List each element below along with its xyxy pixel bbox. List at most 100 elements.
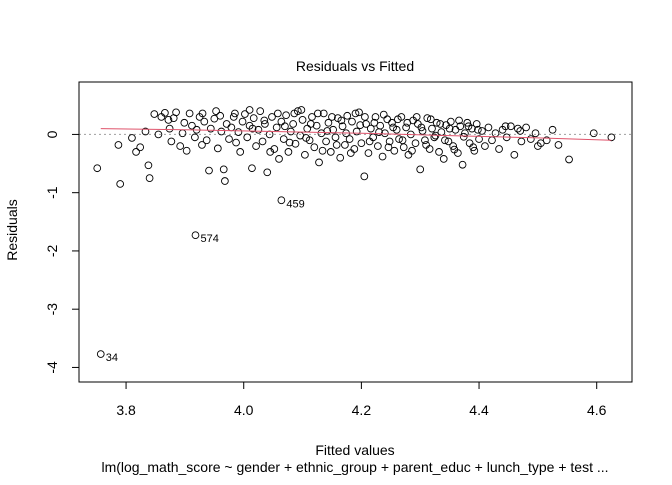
- y-tick-label: -1: [44, 186, 60, 199]
- data-point: [478, 127, 486, 135]
- data-point: [412, 113, 421, 121]
- data-point: [200, 117, 209, 126]
- data-point: [341, 141, 349, 149]
- data-point: [297, 106, 306, 114]
- data-point: [188, 121, 196, 130]
- x-axis: 3.8 4.0 4.2 4.4 4.6: [116, 381, 607, 418]
- data-point: [272, 123, 281, 132]
- data-point: [302, 134, 310, 142]
- data-point: [306, 120, 315, 128]
- data-point: [395, 135, 403, 143]
- x-tick-label: 4.4: [469, 402, 489, 418]
- data-point: [219, 165, 228, 174]
- data-point: [422, 141, 430, 149]
- data-point: [266, 148, 275, 156]
- data-point: [275, 155, 283, 163]
- data-point: [245, 106, 254, 114]
- data-point: [231, 109, 239, 118]
- data-point: [379, 110, 388, 119]
- data-point: [318, 146, 327, 155]
- data-point: [449, 142, 458, 150]
- data-point: [526, 135, 535, 143]
- data-point: [474, 125, 482, 134]
- data-point: [96, 350, 105, 358]
- data-point: [161, 109, 169, 117]
- data-point: [390, 146, 399, 155]
- data-point: [495, 145, 503, 153]
- data-point: [338, 122, 347, 131]
- data-point: [501, 122, 510, 131]
- data-point: [506, 122, 515, 131]
- y-tick-label: -2: [44, 244, 60, 257]
- data-point: [346, 149, 355, 157]
- data-point: [273, 109, 282, 118]
- data-point: [167, 137, 176, 146]
- data-point: [428, 124, 436, 133]
- data-point: [360, 172, 369, 181]
- data-point: [403, 118, 412, 127]
- model-formula-caption: lm(log_math_score ~ gender + ethnic_grou…: [101, 459, 608, 475]
- data-point: [93, 164, 102, 173]
- data-point: [444, 137, 453, 146]
- data-point: [249, 114, 258, 122]
- data-point: [343, 111, 352, 120]
- data-point: [114, 141, 123, 149]
- data-point: [301, 150, 309, 159]
- data-point: [213, 144, 222, 153]
- data-point: [398, 136, 407, 145]
- data-point: [322, 137, 330, 146]
- data-point: [337, 116, 346, 125]
- data-point: [455, 116, 463, 125]
- data-point: [284, 148, 293, 156]
- data-point: [378, 152, 387, 161]
- data-point: [475, 135, 483, 143]
- data-point: [238, 117, 247, 126]
- data-point: [248, 164, 256, 173]
- data-point: [332, 141, 341, 149]
- data-point: [312, 121, 321, 130]
- y-tick-label: -4: [44, 361, 60, 374]
- data-point: [402, 123, 410, 132]
- data-point: [361, 113, 369, 121]
- data-point: [165, 124, 174, 133]
- data-point: [510, 150, 519, 159]
- data-point: [436, 120, 445, 128]
- data-point: [384, 143, 393, 152]
- data-point: [394, 115, 402, 124]
- data-point: [313, 109, 322, 118]
- data-point: [554, 141, 563, 149]
- data-point: [439, 155, 448, 163]
- data-point: [435, 148, 443, 156]
- x-tick-label: 4.0: [234, 402, 254, 418]
- data-point: [463, 118, 472, 127]
- data-point: [432, 118, 441, 127]
- data-point: [185, 109, 194, 118]
- data-point: [261, 120, 269, 128]
- data-point: [310, 143, 319, 152]
- outlier-label: 574: [200, 233, 218, 245]
- data-point: [212, 107, 220, 115]
- data-point: [282, 111, 290, 120]
- data-point: [607, 133, 616, 142]
- data-point: [248, 124, 257, 133]
- data-point: [216, 111, 225, 120]
- data-point: [205, 166, 213, 175]
- data-point: [285, 138, 294, 147]
- data-point: [229, 113, 238, 121]
- data-point: [370, 118, 379, 127]
- data-point: [324, 118, 333, 127]
- data-point: [258, 137, 267, 146]
- data-point: [260, 116, 269, 125]
- data-point: [366, 124, 375, 133]
- data-point: [417, 123, 426, 132]
- data-point: [281, 122, 289, 131]
- data-point: [277, 196, 286, 205]
- x-tick-label: 3.8: [116, 402, 136, 418]
- data-point: [458, 160, 467, 169]
- data-point: [548, 125, 557, 134]
- data-point: [345, 135, 354, 143]
- data-point: [481, 142, 489, 150]
- data-point: [430, 133, 439, 142]
- data-point: [470, 146, 479, 155]
